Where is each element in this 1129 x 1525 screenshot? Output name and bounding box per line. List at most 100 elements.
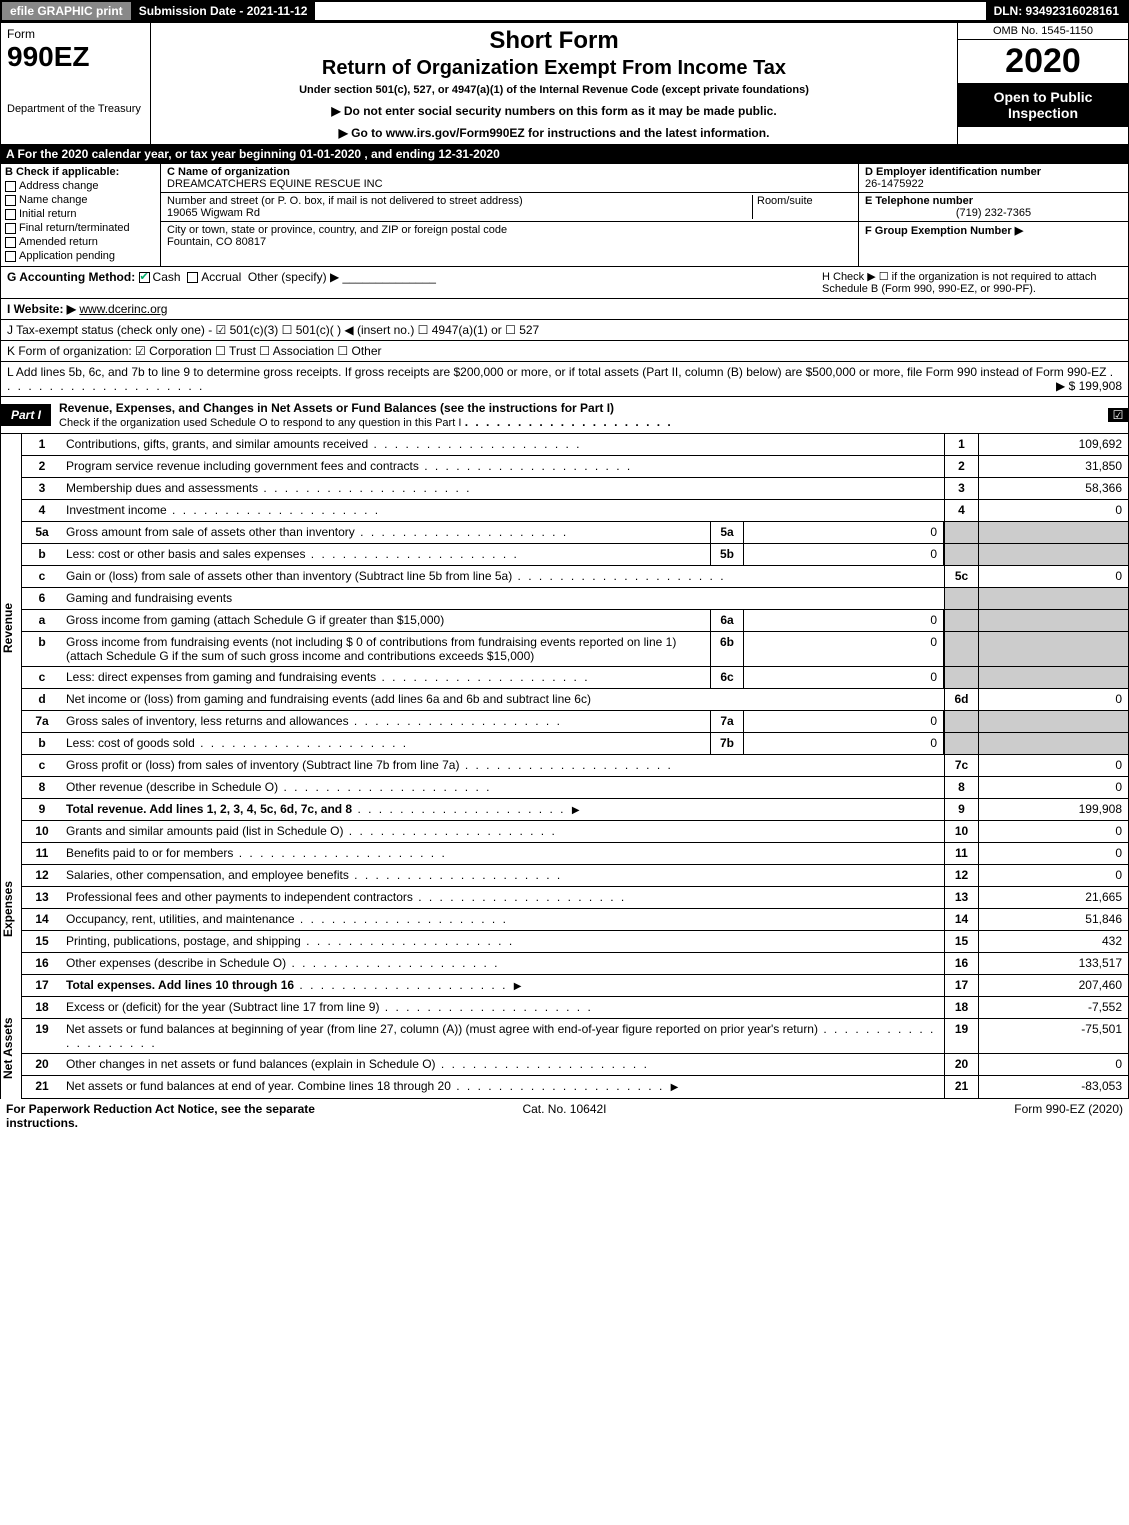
end-val: -7,552: [978, 997, 1128, 1018]
chk-name-change[interactable]: Name change: [5, 194, 156, 206]
dots: [465, 415, 673, 429]
line-num: c: [22, 755, 62, 776]
part1-schedule-o-check[interactable]: ☑: [1108, 408, 1128, 422]
line-num: 7a: [22, 711, 62, 732]
line-num: 10: [22, 821, 62, 842]
open-public: Open to Public Inspection: [958, 83, 1128, 127]
chk-final-return[interactable]: Final return/terminated: [5, 222, 156, 234]
line-desc: Occupancy, rent, utilities, and maintena…: [62, 909, 944, 930]
sub-num: 6c: [710, 667, 744, 688]
line-desc: Salaries, other compensation, and employ…: [62, 865, 944, 886]
end-num: [944, 544, 978, 565]
line-2: 2Program service revenue including gover…: [22, 456, 1128, 478]
line-desc: Gross income from gaming (attach Schedul…: [62, 610, 710, 631]
line-20: 20Other changes in net assets or fund ba…: [22, 1054, 1128, 1076]
end-val: [978, 588, 1128, 609]
sub-num: 5b: [710, 544, 744, 565]
line-num: 21: [22, 1076, 62, 1098]
sub-num: 6a: [710, 610, 744, 631]
end-val: -75,501: [978, 1019, 1128, 1053]
header-middle: Short Form Return of Organization Exempt…: [151, 23, 958, 144]
chk-initial-return[interactable]: Initial return: [5, 208, 156, 220]
group-exempt-label: F Group Exemption Number ▶: [865, 225, 1023, 237]
end-num: 16: [944, 953, 978, 974]
line-i: I Website: ▶ www.dcerinc.org: [0, 299, 1129, 320]
line-g: G Accounting Method: Cash Accrual Other …: [7, 270, 822, 295]
room-suite-label: Room/suite: [752, 195, 852, 219]
line-19: 19Net assets or fund balances at beginni…: [22, 1019, 1128, 1054]
line-6: 6Gaming and fundraising events: [22, 588, 1128, 610]
line-desc: Less: direct expenses from gaming and fu…: [62, 667, 710, 688]
other-specify-label: Other (specify) ▶: [248, 270, 339, 284]
line-desc: Total revenue. Add lines 1, 2, 3, 4, 5c,…: [62, 799, 944, 820]
line-7b: bLess: cost of goods sold7b0: [22, 733, 1128, 755]
form-number: 990EZ: [7, 41, 144, 73]
arrow-icon: [511, 978, 525, 992]
line-desc: Gaming and fundraising events: [62, 588, 944, 609]
end-num: [944, 588, 978, 609]
end-num: 13: [944, 887, 978, 908]
line-15: 15Printing, publications, postage, and s…: [22, 931, 1128, 953]
line-desc: Other changes in net assets or fund bala…: [62, 1054, 944, 1075]
part1-title-text: Revenue, Expenses, and Changes in Net As…: [59, 401, 614, 415]
line-num: a: [22, 610, 62, 631]
sub-num: 7a: [710, 711, 744, 732]
end-val: 199,908: [978, 799, 1128, 820]
tel-value: (719) 232-7365: [865, 207, 1122, 219]
end-val: [978, 667, 1128, 688]
line-h: H Check ▶ ☐ if the organization is not r…: [822, 270, 1122, 295]
sub-val: 0: [744, 522, 944, 543]
expenses-label: Expenses: [0, 821, 22, 997]
end-val: -83,053: [978, 1076, 1128, 1098]
end-num: 17: [944, 975, 978, 996]
line-desc: Less: cost or other basis and sales expe…: [62, 544, 710, 565]
tel-label: E Telephone number: [865, 195, 1122, 207]
note-goto[interactable]: ▶ Go to www.irs.gov/Form990EZ for instru…: [157, 126, 951, 140]
note-ssn: ▶ Do not enter social security numbers o…: [157, 104, 951, 118]
line-6d: dNet income or (loss) from gaming and fu…: [22, 689, 1128, 711]
chk-address-change[interactable]: Address change: [5, 180, 156, 192]
end-val: 0: [978, 865, 1128, 886]
ein-value: 26-1475922: [865, 178, 1122, 190]
end-num: 5c: [944, 566, 978, 587]
org-name-label: C Name of organization: [167, 166, 383, 178]
part1-text: Revenue, Expenses, and Changes in Net As…: [51, 397, 1108, 433]
chk-application-pending[interactable]: Application pending: [5, 250, 156, 262]
chk-name-change-label: Name change: [19, 194, 88, 206]
line-num: 20: [22, 1054, 62, 1075]
line-8: 8Other revenue (describe in Schedule O)8…: [22, 777, 1128, 799]
sub-num: 6b: [710, 632, 744, 666]
line-num: 9: [22, 799, 62, 820]
end-val: [978, 733, 1128, 754]
line-desc: Net income or (loss) from gaming and fun…: [62, 689, 944, 710]
part1-tab: Part I: [1, 404, 51, 426]
end-val: 109,692: [978, 434, 1128, 455]
end-num: 1: [944, 434, 978, 455]
efile-label[interactable]: efile GRAPHIC print: [2, 2, 131, 20]
chk-cash[interactable]: [139, 272, 150, 283]
line-13: 13Professional fees and other payments t…: [22, 887, 1128, 909]
line-num: 18: [22, 997, 62, 1018]
footer-left: For Paperwork Reduction Act Notice, see …: [6, 1102, 378, 1130]
end-num: 12: [944, 865, 978, 886]
end-val: 0: [978, 777, 1128, 798]
website-value[interactable]: www.dcerinc.org: [79, 302, 167, 316]
line-num: 12: [22, 865, 62, 886]
end-num: [944, 667, 978, 688]
chk-accrual[interactable]: [187, 272, 198, 283]
box-b-title: B Check if applicable:: [5, 166, 156, 178]
sub-val: 0: [744, 667, 944, 688]
footer-middle: Cat. No. 10642I: [378, 1102, 750, 1130]
line-num: 14: [22, 909, 62, 930]
line-6b: bGross income from fundraising events (n…: [22, 632, 1128, 667]
end-val: 51,846: [978, 909, 1128, 930]
street-row: Number and street (or P. O. box, if mail…: [161, 193, 858, 222]
end-num: [944, 632, 978, 666]
end-num: 3: [944, 478, 978, 499]
chk-amended-return[interactable]: Amended return: [5, 236, 156, 248]
line-j: J Tax-exempt status (check only one) - ☑…: [0, 320, 1129, 341]
ein-cell: D Employer identification number 26-1475…: [859, 164, 1128, 193]
line-num: 11: [22, 843, 62, 864]
net-assets-section: Net Assets 18Excess or (deficit) for the…: [0, 997, 1129, 1099]
line-desc: Gross income from fundraising events (no…: [62, 632, 710, 666]
